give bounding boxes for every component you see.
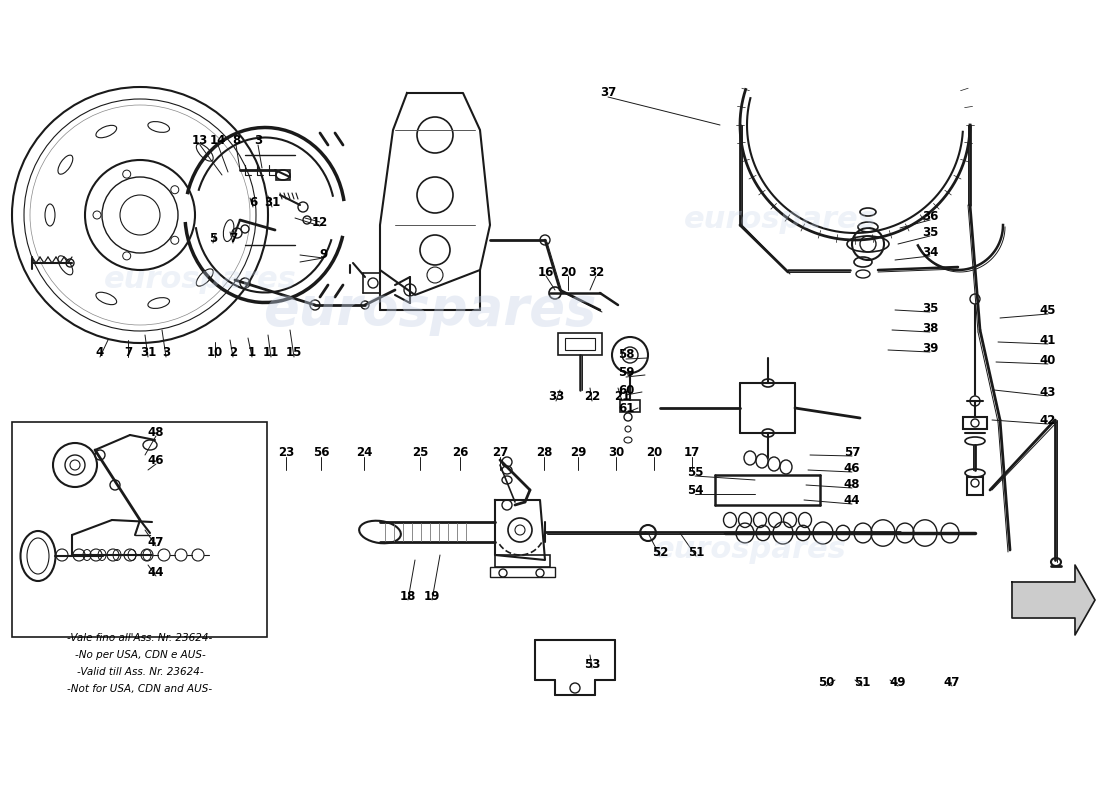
Text: 48: 48 [147, 426, 164, 438]
Text: 35: 35 [922, 226, 938, 238]
Text: 45: 45 [1040, 303, 1056, 317]
Text: 40: 40 [1040, 354, 1056, 366]
Text: 7: 7 [229, 231, 238, 245]
Text: 39: 39 [922, 342, 938, 354]
Text: -Vale fino all'Ass. Nr. 23624-: -Vale fino all'Ass. Nr. 23624- [67, 633, 212, 643]
Polygon shape [1012, 565, 1094, 635]
Text: 5: 5 [209, 231, 217, 245]
Text: 13: 13 [191, 134, 208, 146]
Text: 20: 20 [646, 446, 662, 458]
Bar [620, 400, 640, 412]
Text: 58: 58 [618, 349, 635, 362]
Text: 21: 21 [614, 390, 630, 403]
Text: 52: 52 [652, 546, 668, 558]
Text: 51: 51 [854, 675, 870, 689]
Text: 28: 28 [536, 446, 552, 458]
Text: 8: 8 [232, 134, 240, 146]
Text: 50: 50 [817, 675, 834, 689]
Text: 17: 17 [684, 446, 700, 458]
Text: 6: 6 [249, 195, 257, 209]
Text: 16: 16 [538, 266, 554, 278]
Bar [276, 170, 290, 180]
Text: 19: 19 [424, 590, 440, 602]
Text: -Not for USA, CDN and AUS-: -Not for USA, CDN and AUS- [67, 684, 212, 694]
Text: 3: 3 [254, 134, 262, 146]
Text: -No per USA, CDN e AUS-: -No per USA, CDN e AUS- [75, 650, 206, 660]
Bar [558, 333, 602, 355]
Text: 57: 57 [844, 446, 860, 458]
Text: 49: 49 [890, 675, 906, 689]
Text: 53: 53 [584, 658, 601, 670]
Text: 15: 15 [286, 346, 302, 358]
Text: 25: 25 [411, 446, 428, 458]
Text: 1: 1 [248, 346, 256, 358]
Bar [12, 422, 267, 637]
Text: 7: 7 [124, 346, 132, 358]
Text: 24: 24 [355, 446, 372, 458]
Text: 32: 32 [587, 266, 604, 278]
Bar [490, 567, 556, 577]
Text: 12: 12 [312, 215, 328, 229]
Text: 37: 37 [600, 86, 616, 98]
Text: 44: 44 [844, 494, 860, 506]
Text: 60: 60 [618, 385, 635, 398]
Text: 61: 61 [618, 402, 635, 415]
Text: 46: 46 [147, 454, 164, 466]
Text: 56: 56 [312, 446, 329, 458]
Text: 4: 4 [96, 346, 104, 358]
Text: 44: 44 [147, 566, 164, 578]
Text: 42: 42 [1040, 414, 1056, 426]
Text: 23: 23 [278, 446, 294, 458]
Text: 10: 10 [207, 346, 223, 358]
Text: 54: 54 [686, 483, 703, 497]
Text: 47: 47 [147, 535, 164, 549]
Text: 9: 9 [319, 249, 327, 262]
Text: 27: 27 [492, 446, 508, 458]
Text: 31: 31 [140, 346, 156, 358]
Text: 36: 36 [922, 210, 938, 222]
Text: 20: 20 [560, 266, 576, 278]
Text: 22: 22 [584, 390, 601, 403]
Text: 41: 41 [1040, 334, 1056, 346]
Text: 51: 51 [688, 546, 704, 558]
Text: 11: 11 [263, 346, 279, 358]
Text: 2: 2 [229, 346, 238, 358]
Text: -Valid till Ass. Nr. 23624-: -Valid till Ass. Nr. 23624- [77, 667, 204, 677]
Text: eurospares: eurospares [103, 266, 296, 294]
Text: 33: 33 [548, 390, 564, 403]
Text: 43: 43 [1040, 386, 1056, 398]
Text: eurospares: eurospares [653, 535, 846, 565]
Text: 31: 31 [264, 195, 280, 209]
Text: 48: 48 [844, 478, 860, 490]
Text: 55: 55 [686, 466, 703, 478]
Bar [565, 338, 595, 350]
Text: 18: 18 [399, 590, 416, 602]
Text: 14: 14 [210, 134, 227, 146]
Text: 3: 3 [162, 346, 170, 358]
Text: 59: 59 [618, 366, 635, 379]
Bar [962, 417, 987, 429]
Text: 30: 30 [608, 446, 624, 458]
Text: 47: 47 [944, 675, 960, 689]
Text: eurospares: eurospares [683, 206, 877, 234]
Text: 34: 34 [922, 246, 938, 258]
Text: 35: 35 [922, 302, 938, 314]
Text: eurospares: eurospares [263, 284, 596, 336]
Text: 38: 38 [922, 322, 938, 334]
Bar [495, 555, 550, 567]
Text: 46: 46 [844, 462, 860, 474]
Bar [967, 477, 983, 495]
Text: 26: 26 [452, 446, 469, 458]
Text: 29: 29 [570, 446, 586, 458]
